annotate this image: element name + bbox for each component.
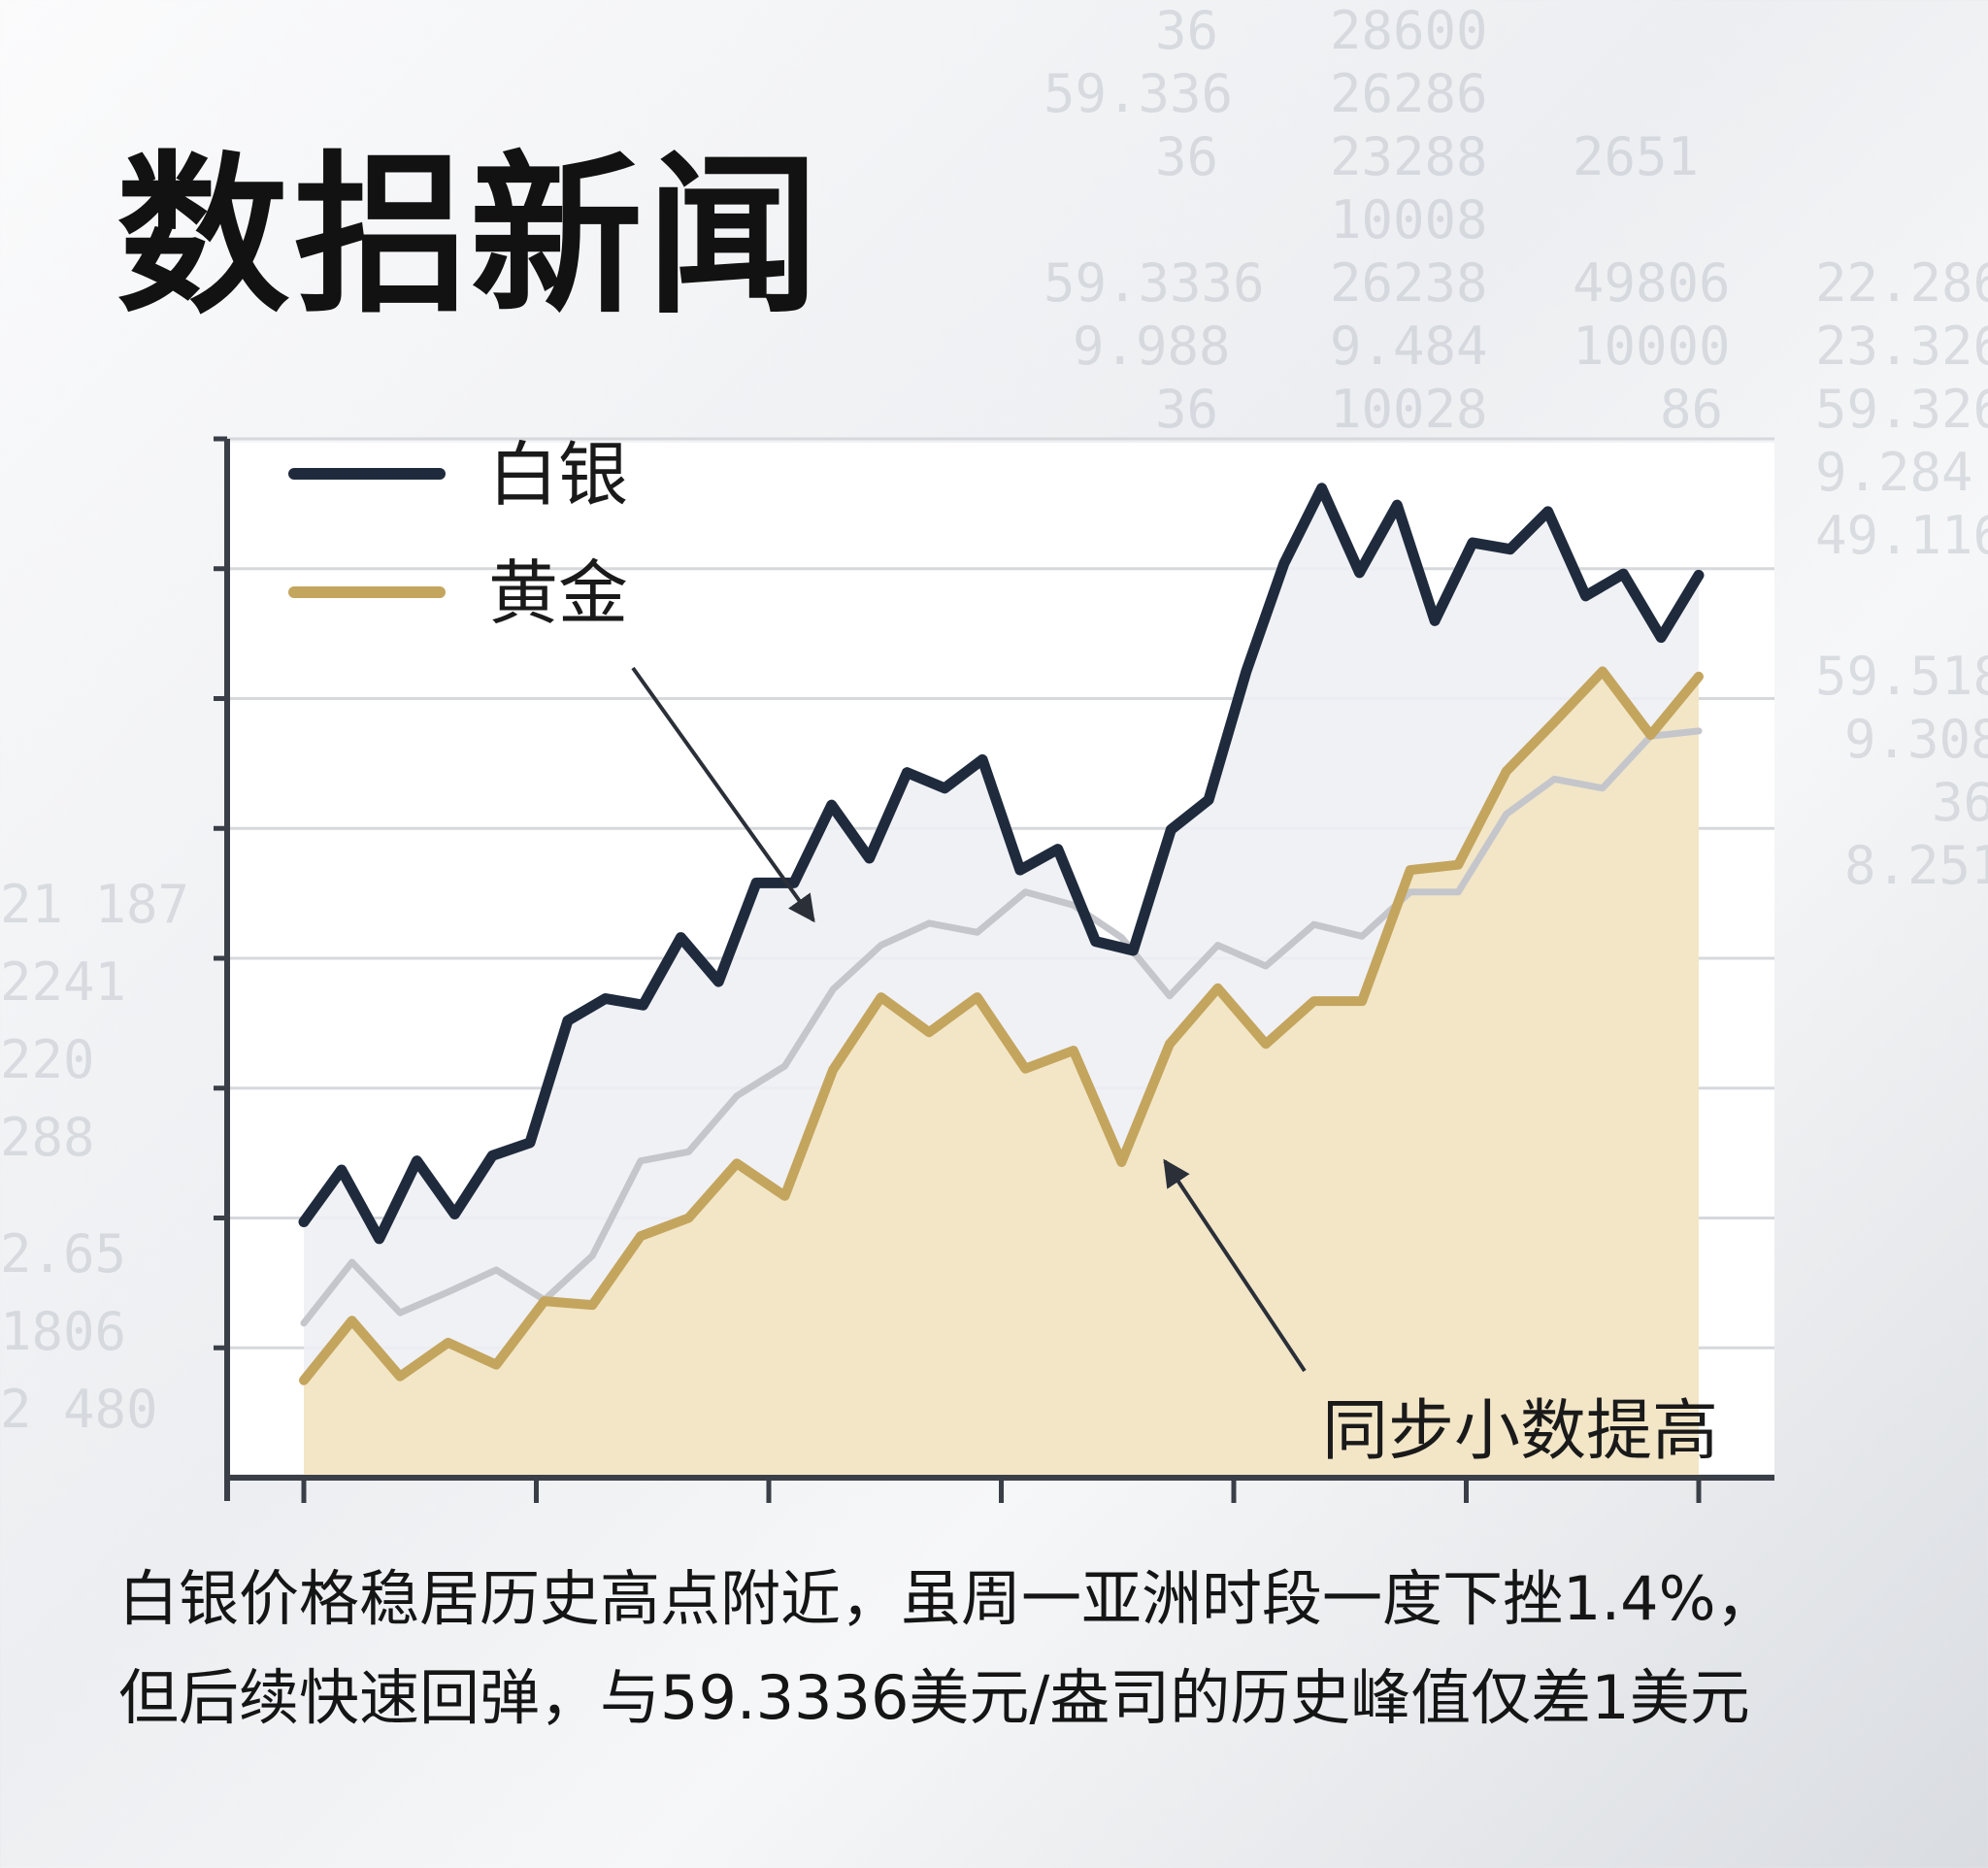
series-line-gold <box>299 666 1704 1385</box>
annotation-arrow <box>1163 1158 1307 1373</box>
gold-area-fill <box>304 671 1699 1478</box>
annotation-label: 同步小数提高 <box>1322 1393 1718 1470</box>
caption-line-2: 但后续快速回弹，与59.3336美元/盎司的历史峰值仅差1美元 <box>118 1662 1750 1733</box>
series-line-middle <box>300 727 1703 1327</box>
annotation-arrow <box>631 666 815 923</box>
caption: 白银价格稳居历史高点附近，虽周一亚洲时段一度下挫1.4%， 但后续快速回弹，与5… <box>118 1550 1943 1748</box>
headline: 数捛新闻 <box>116 136 823 337</box>
legend-label-silver: 白银 <box>488 434 628 516</box>
legend-label-gold: 黄金 <box>488 552 628 634</box>
caption-line-1: 白银价格稳居历史高点附近，虽周一亚洲时段一度下挫1.4%， <box>118 1563 1776 1634</box>
series-line-silver <box>298 483 1705 1245</box>
